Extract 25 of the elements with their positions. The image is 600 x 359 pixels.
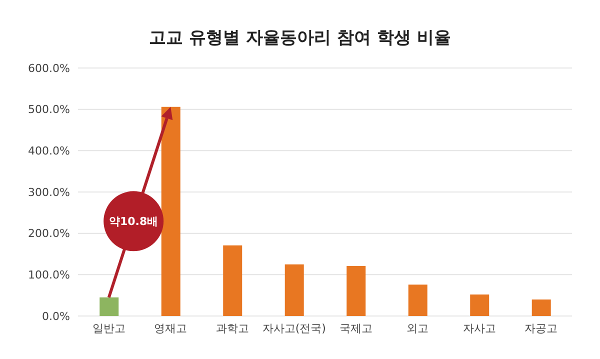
x-tick-label: 영재고 (154, 322, 188, 335)
y-tick-label: 200.0% (28, 227, 70, 240)
y-tick-label: 600.0% (28, 62, 70, 75)
bar (408, 284, 428, 316)
bar (223, 245, 242, 316)
x-tick-label: 외고 (406, 322, 429, 335)
bar (161, 106, 180, 316)
y-tick-label: 100.0% (28, 268, 70, 282)
bar (100, 297, 119, 316)
bar (470, 294, 490, 316)
y-tick-label: 300.0% (28, 186, 70, 199)
y-tick-label: 500.0% (28, 103, 70, 116)
x-tick-label: 자공고 (524, 322, 558, 335)
x-tick-label: 자사고 (462, 322, 496, 335)
chart-title: 고교 유형별 자율동아리 참여 학생 비율 (148, 27, 452, 49)
x-tick-label: 국제고 (339, 322, 372, 335)
x-tick-label: 자사고(전국) (262, 322, 326, 335)
annotation: 약10.8배 (109, 215, 158, 228)
x-tick-label: 과학고 (216, 322, 249, 335)
y-tick-label: 0.0% (42, 310, 70, 323)
bar (346, 266, 366, 316)
y-tick-label: 400.0% (28, 144, 70, 158)
bar (284, 264, 304, 316)
bar (532, 299, 551, 316)
x-tick-label: 일반고 (92, 322, 126, 335)
